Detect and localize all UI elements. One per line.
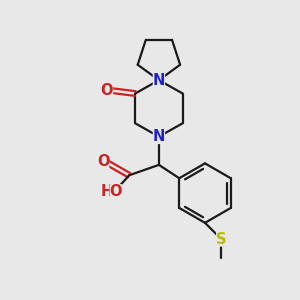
Text: O: O xyxy=(101,83,113,98)
Text: S: S xyxy=(216,232,226,247)
Text: O: O xyxy=(110,184,122,199)
Text: N: N xyxy=(153,129,165,144)
Text: N: N xyxy=(153,73,165,88)
Text: H: H xyxy=(101,184,113,199)
Text: O: O xyxy=(97,154,109,169)
